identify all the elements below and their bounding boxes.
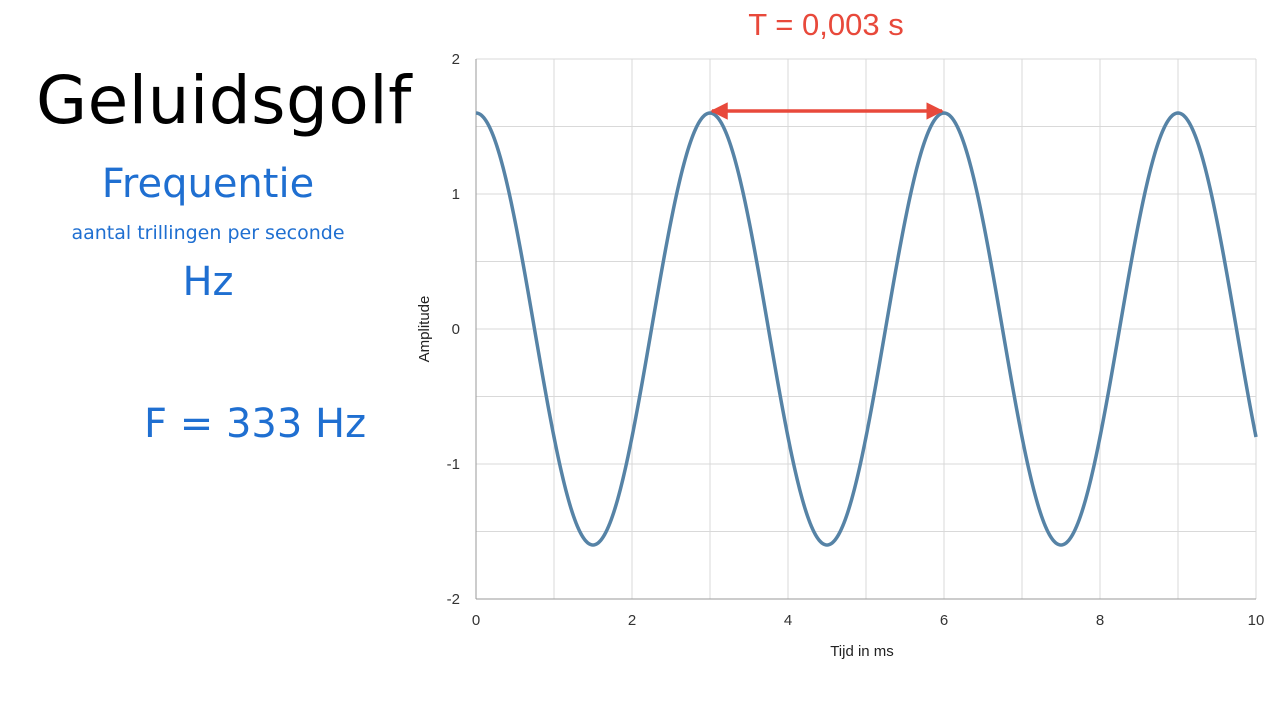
y-tick-label: 2 [452,51,460,68]
x-tick-label: 2 [628,612,636,629]
x-tick-label: 6 [940,612,948,629]
x-axis-label: Tijd in ms [830,643,894,660]
chart-grid [475,58,1257,600]
y-tick-label: 1 [452,186,460,203]
x-tick-label: 8 [1096,612,1104,629]
sine-wave-line [475,111,1258,547]
chart-annotation: T = 0,003 s [710,7,944,120]
frequency-formula: F = 333 Hz [144,401,367,447]
x-tick-label: 4 [784,612,792,629]
slide-subtitle: Frequentie [101,161,315,207]
y-tick-label: 0 [452,321,460,338]
x-tick-label: 0 [472,612,480,629]
y-tick-label: -2 [447,591,460,608]
chart-series [475,111,1258,547]
slide-title: Geluidsgolf [36,62,412,139]
x-tick-label: 10 [1248,612,1265,629]
slide-caption: aantal trillingen per seconde [71,222,345,244]
y-tick-label: -1 [447,456,460,473]
y-axis-label: Amplitude [416,296,433,363]
period-label: T = 0,003 s [748,7,903,42]
slide-unit: Hz [182,259,234,305]
